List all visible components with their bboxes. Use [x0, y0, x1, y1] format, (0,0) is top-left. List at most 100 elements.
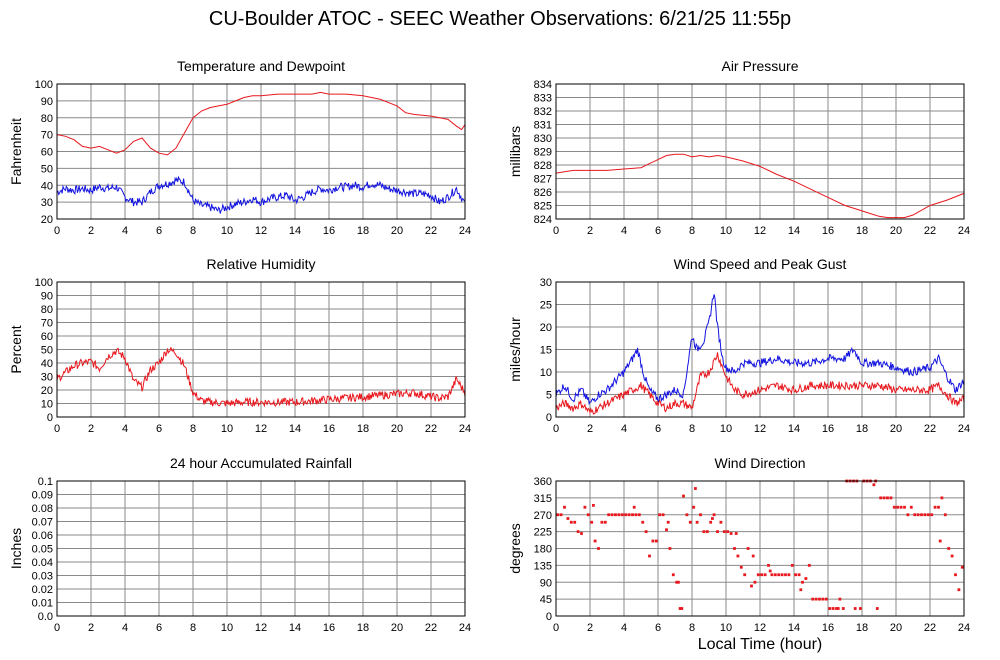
data-point: [661, 513, 665, 517]
plot-frame: [555, 83, 965, 220]
y-tick-label: 80: [41, 113, 53, 125]
x-tick-label: 18: [357, 423, 369, 435]
data-point: [580, 532, 583, 535]
data-point: [556, 513, 560, 517]
x-tick-label: 18: [856, 622, 868, 634]
x-tick-label: 12: [255, 622, 267, 634]
data-point: [930, 513, 934, 517]
data-point: [821, 597, 825, 601]
x-tick-label: 12: [754, 622, 766, 634]
data-point: [627, 513, 631, 517]
x-tick-label: 18: [357, 622, 369, 634]
x-tick-label: 16: [822, 225, 834, 237]
x-tick-label: 10: [720, 225, 732, 237]
data-point: [811, 597, 815, 601]
data-point: [787, 573, 791, 577]
y-tick-label: 825: [534, 201, 552, 213]
data-point: [692, 505, 696, 509]
data-point: [913, 513, 917, 517]
x-tick-label: 16: [822, 622, 834, 634]
x-tick-label: 10: [221, 423, 233, 435]
data-point: [882, 496, 886, 500]
y-tick-label: 10: [41, 399, 53, 411]
data-point: [777, 573, 781, 577]
data-point: [617, 513, 621, 517]
data-point: [632, 505, 636, 509]
x-tick-label: 2: [88, 225, 94, 237]
data-point: [814, 597, 818, 601]
data-point: [711, 517, 714, 520]
data-point: [682, 494, 685, 498]
y-tick-label: 60: [41, 147, 53, 159]
y-tick-label: 0.06: [32, 530, 53, 542]
x-tick-label: 8: [689, 423, 695, 435]
data-point: [824, 597, 828, 601]
x-tick-label: 22: [924, 423, 936, 435]
data-point: [838, 597, 842, 601]
data-point: [886, 496, 889, 500]
data-point: [651, 539, 655, 543]
x-tick-label: 20: [391, 622, 403, 634]
x-tick-label: 14: [289, 622, 301, 634]
data-point: [688, 520, 692, 524]
data-point: [937, 505, 940, 509]
data-point: [797, 573, 801, 577]
series-line-humidity-0: [56, 347, 466, 408]
data-point: [583, 505, 587, 509]
x-tick-label: 0: [553, 423, 559, 435]
x-tick-label: 20: [391, 423, 403, 435]
data-point: [726, 530, 730, 534]
x-tick-label: 14: [788, 622, 800, 634]
data-point: [736, 554, 740, 558]
data-point: [680, 607, 684, 610]
data-point: [654, 539, 658, 543]
x-tick-label: 6: [156, 225, 162, 237]
y-tick-label: 20: [540, 322, 552, 334]
y-tick-label: 70: [41, 130, 53, 142]
data-point: [799, 588, 803, 592]
data-point: [743, 573, 747, 577]
x-tick-label: 6: [156, 622, 162, 634]
y-tick-label: 0.0: [38, 611, 53, 623]
data-point: [716, 530, 719, 534]
y-tick-label: 90: [540, 577, 552, 589]
data-point: [668, 547, 672, 550]
x-tick-label: 18: [357, 225, 369, 237]
data-point: [566, 517, 570, 520]
x-tick-label: 22: [425, 225, 437, 237]
x-tick-label: 20: [391, 225, 403, 237]
data-point: [678, 607, 682, 610]
data-point: [940, 496, 944, 500]
data-point: [760, 573, 764, 577]
y-tick-label: 30: [540, 277, 552, 289]
plot-frame: [555, 480, 965, 617]
y-tick-label: 0.07: [32, 517, 53, 529]
x-tick-label: 4: [122, 423, 128, 435]
data-point: [677, 580, 680, 584]
x-tick-label: 10: [720, 622, 732, 634]
y-tick-label: 5: [546, 390, 552, 402]
x-tick-label: 12: [754, 423, 766, 435]
data-point: [746, 547, 750, 550]
y-tick-label: 90: [41, 291, 53, 303]
x-tick-label: 6: [156, 423, 162, 435]
data-point: [836, 607, 840, 610]
data-point: [576, 530, 580, 534]
data-point: [658, 513, 662, 517]
y-tick-label: 0.08: [32, 503, 53, 515]
data-point: [592, 503, 595, 507]
y-tick-label: 829: [534, 147, 552, 159]
data-point: [675, 580, 679, 584]
data-point: [722, 530, 726, 534]
data-point: [960, 565, 964, 569]
x-tick-label: 6: [655, 423, 661, 435]
series-line-temp-0: [56, 91, 466, 156]
y-tick-label: 30: [41, 197, 53, 209]
y-tick-label: 833: [534, 93, 552, 105]
x-tick-label: 14: [289, 423, 301, 435]
y-tick-label: 831: [534, 120, 552, 132]
y-tick-label: 30: [41, 372, 53, 384]
data-point: [828, 607, 832, 610]
x-tick-label: 2: [587, 423, 593, 435]
y-tick-label: 826: [534, 187, 552, 199]
